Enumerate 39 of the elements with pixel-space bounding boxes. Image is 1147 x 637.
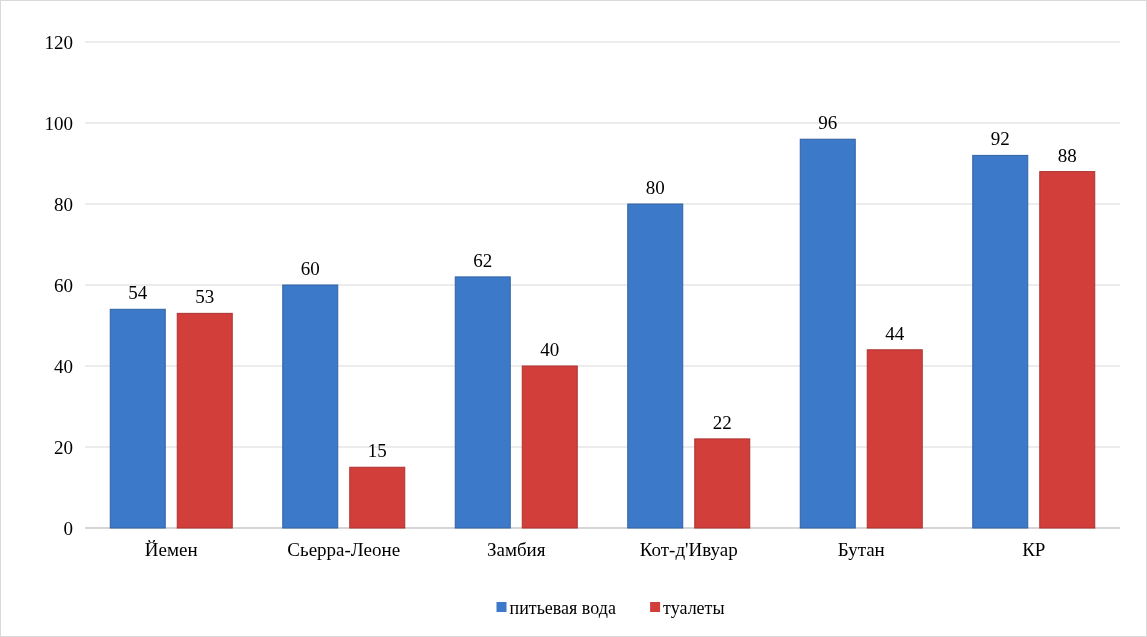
bar xyxy=(349,466,406,529)
x-tick-label: Йемен xyxy=(144,539,198,560)
data-label: 40 xyxy=(540,339,560,360)
data-label: 44 xyxy=(885,322,905,344)
y-tick-label: 100 xyxy=(44,112,73,134)
bar xyxy=(454,276,511,529)
y-tick-label: 60 xyxy=(54,274,73,296)
data-label: 92 xyxy=(990,128,1010,150)
x-tick-label: КР xyxy=(1022,539,1046,560)
legend-label: туалеты xyxy=(663,598,725,619)
x-tick-label: Бутан xyxy=(837,539,885,560)
x-tick-label: Сьерра-Леоне xyxy=(287,539,401,560)
x-tick-label: Замбия xyxy=(486,539,546,560)
bar xyxy=(176,312,233,529)
data-label: 88 xyxy=(1057,144,1077,166)
bar xyxy=(866,349,923,529)
bar xyxy=(972,154,1029,529)
data-label: 15 xyxy=(367,440,387,462)
bar xyxy=(109,308,166,529)
bar xyxy=(799,138,856,529)
bar xyxy=(1039,171,1096,529)
x-tick-label: Кот-д'Ивуар xyxy=(639,539,738,560)
bar xyxy=(627,203,684,529)
data-label: 54 xyxy=(128,282,148,304)
y-tick-label: 20 xyxy=(54,436,73,458)
y-tick-label: 120 xyxy=(44,31,73,53)
data-label: 22 xyxy=(712,411,732,433)
y-tick-label: 0 xyxy=(63,517,73,539)
y-tick-label: 80 xyxy=(54,193,73,215)
bar xyxy=(521,365,578,529)
data-label: 60 xyxy=(300,258,320,279)
legend-label: питьевая вода xyxy=(509,598,616,619)
data-label: 80 xyxy=(645,177,665,198)
data-label: 96 xyxy=(818,112,838,134)
data-label: 53 xyxy=(195,286,215,308)
y-tick-label: 40 xyxy=(54,355,73,377)
bar xyxy=(694,438,751,529)
bar xyxy=(282,284,339,529)
data-label: 62 xyxy=(473,249,493,271)
